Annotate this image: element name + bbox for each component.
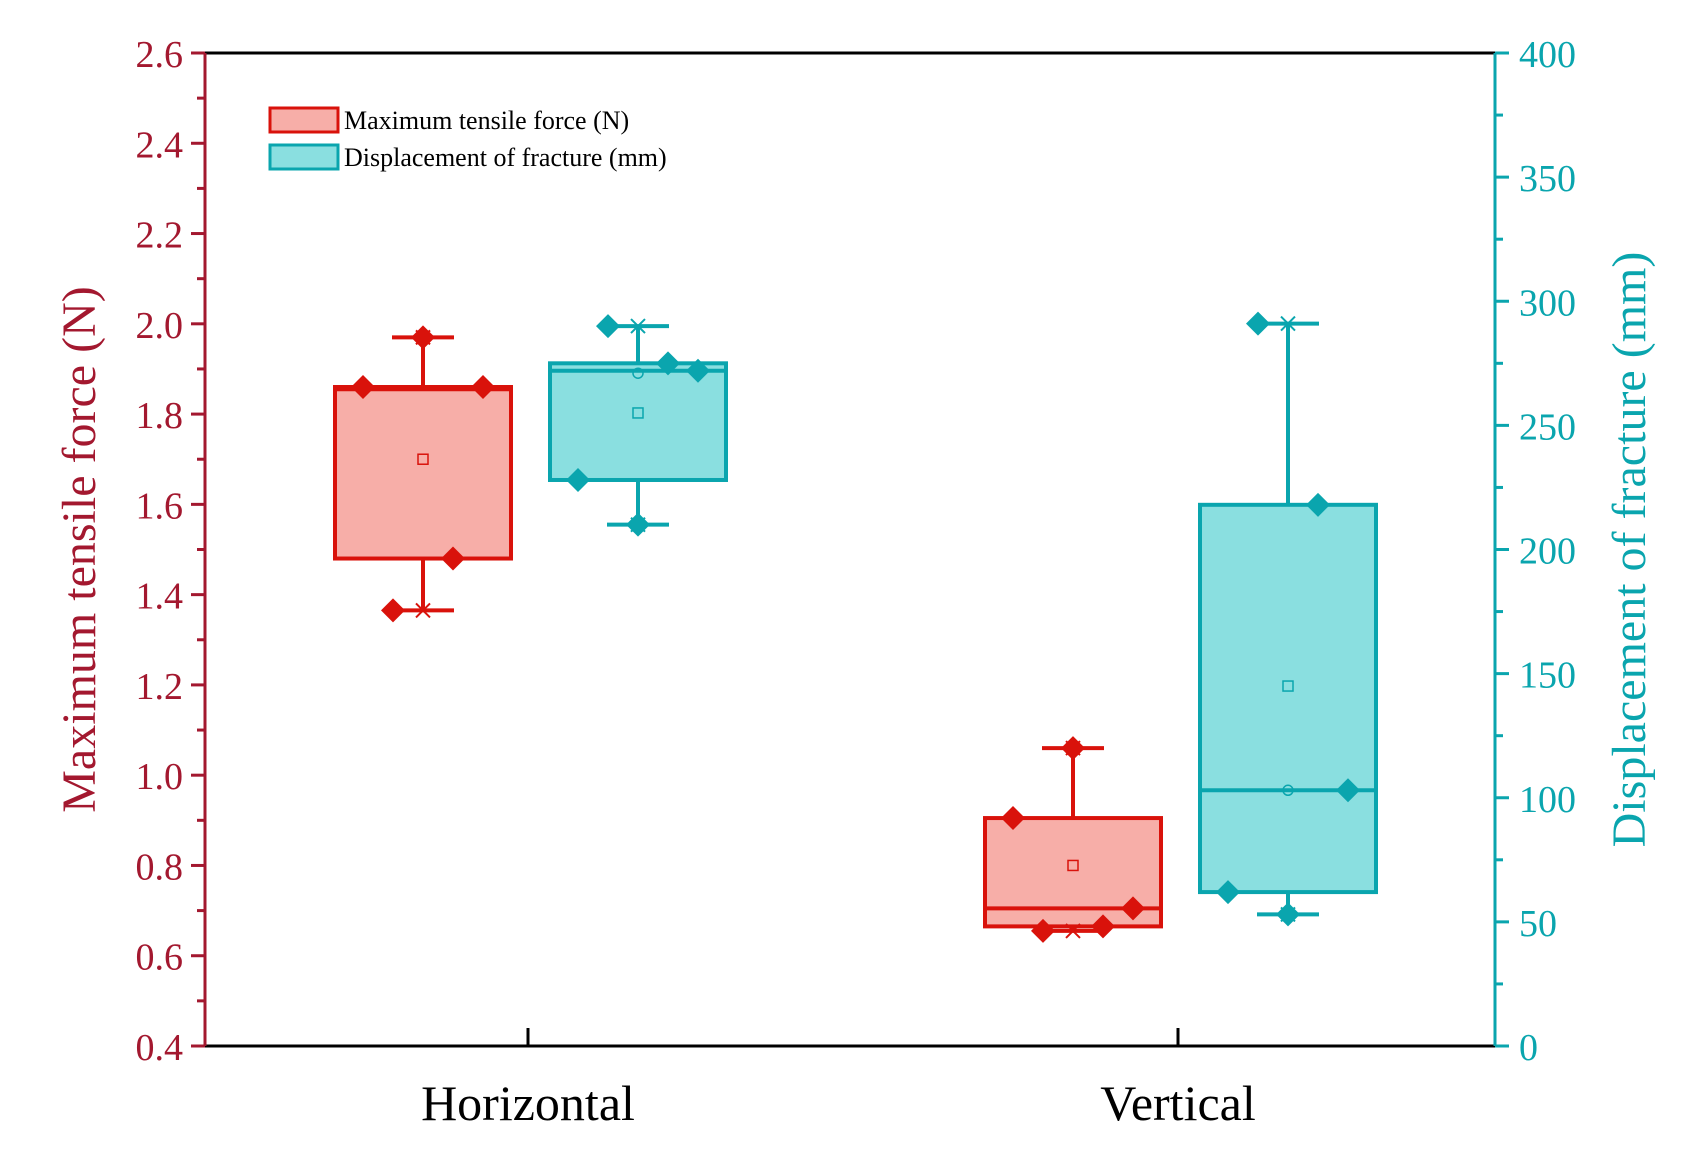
data-point [1001,806,1025,831]
data-point [471,375,495,400]
mean-marker [632,407,644,419]
x-tick-label: Horizontal [421,1075,635,1131]
x-tick-label: Vertical [1100,1075,1255,1131]
legend-swatch [268,106,340,134]
right-tick-label: 250 [1519,406,1576,448]
median-marker [632,367,644,379]
right-tick-label: 0 [1519,1027,1538,1069]
data-point [656,351,680,376]
right-tick-label: 100 [1519,779,1576,821]
left-tick-label: 1.2 [136,666,184,708]
data-point [596,314,620,339]
right-y-axis: 0 50 100 150 200 250 300 350 400 Displacement of … [1495,34,1656,1069]
data-point [441,546,465,571]
left-tick-label: 1.4 [136,576,184,618]
median-marker [1282,784,1294,797]
right-tick-label: 50 [1519,903,1557,945]
data-point [626,512,650,537]
data-point [566,467,590,492]
data-point [1031,918,1055,943]
box-horizontal [548,314,728,537]
box-vertical [1198,311,1378,927]
box-horizontal [333,325,513,623]
data-point [411,325,435,350]
left-tick-label: 0.6 [136,937,184,979]
box-rect [333,385,513,561]
left-tick-label: 1.0 [136,756,184,798]
left-y-axis: 0.4 0.6 0.8 1.0 1.2 1.4 1.6 1.8 2.0 2.2 2.4 2.6 Maxi… [53,34,205,1069]
mean-marker [1282,680,1294,692]
right-tick-label: 300 [1519,282,1576,324]
right-tick-label: 150 [1519,655,1576,697]
left-tick-label: 2.4 [136,124,184,166]
data-point [381,598,405,623]
mean-marker [1067,859,1079,872]
box-rect [1198,502,1378,895]
right-tick-label: 200 [1519,531,1576,573]
right-tick-label: 350 [1519,158,1576,200]
data-point [1216,880,1240,905]
left-tick-label: 2.6 [136,34,184,76]
legend-swatch [268,143,340,171]
series-displacement-of-fracture [548,311,1378,927]
right-tick-label: 400 [1519,34,1576,76]
data-point [1336,778,1360,803]
data-point [686,358,710,383]
left-tick-label: 2.2 [136,215,184,257]
max-marker [1280,315,1296,332]
data-point [1306,492,1330,517]
legend: Maximum tensile force (N) Displacement of… [268,106,667,172]
left-axis-title: Maximum tensile force (N) [53,286,106,813]
legend-label: Maximum tensile force (N) [344,106,629,135]
min-marker [415,602,431,619]
left-tick-label: 0.4 [136,1027,184,1069]
x-axis: Horizontal Vertical [421,1028,1256,1131]
left-tick-label: 0.8 [136,846,184,888]
max-marker [630,318,646,334]
box-rect [548,361,728,482]
legend-label: Displacement of fracture (mm) [344,143,667,172]
data-point [351,375,375,400]
box-vertical [983,736,1163,943]
mean-marker [417,453,429,465]
left-tick-label: 1.8 [136,395,184,437]
series-layer [333,311,1378,943]
min-marker [1065,923,1081,939]
data-point [1276,902,1300,927]
data-point [1246,311,1270,336]
series-max-tensile-force [333,325,1163,943]
left-tick-label: 2.0 [136,305,184,347]
left-tick-label: 1.6 [136,485,184,527]
right-axis-title: Displacement of fracture (mm) [1603,252,1656,848]
data-point [1061,736,1085,761]
data-point [1121,896,1145,921]
data-point [1091,914,1115,939]
